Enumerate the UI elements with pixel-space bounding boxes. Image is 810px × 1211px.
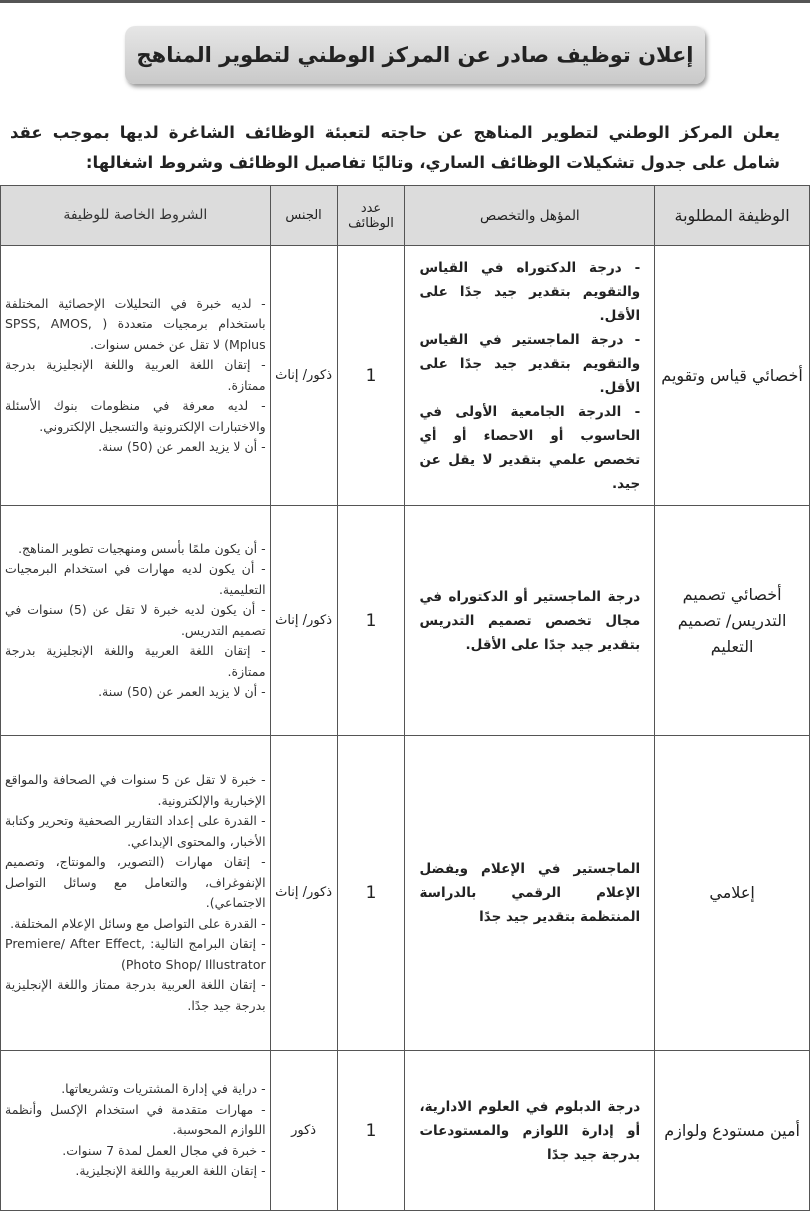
- qualification-cell: الماجستير في الإعلام ويفضل الإعلام الرقم…: [404, 735, 656, 1051]
- condition-line: - أن يكون لديه خبرة لا تقل عن (5) سنوات …: [5, 602, 266, 638]
- gender: ذكور/ إناث: [269, 735, 338, 1051]
- gender: ذكور/ إناث: [269, 505, 338, 736]
- conditions-cell: - أن يكون ملمًا بأسس ومنهجيات تطوير المن…: [0, 505, 271, 736]
- conditions-cell: - خبرة لا تقل عن 5 سنوات في الصحافة والم…: [0, 735, 271, 1051]
- table-row: أخصائي تصميم التدريس/ تصميم التعليم درجة …: [0, 505, 810, 736]
- condition-line: - أن لا يزيد العمر عن (50) سنة.: [98, 684, 266, 699]
- header-gender: الجنس: [269, 185, 338, 246]
- qualification-line: - درجة الدكتوراه في القياس والتقويم بتقد…: [419, 259, 641, 324]
- table-row: إعلامي الماجستير في الإعلام ويفضل الإعلام…: [0, 735, 810, 1051]
- condition-line: - خبرة لا تقل عن 5 سنوات في الصحافة والم…: [5, 772, 266, 808]
- qualification-line: - الدرجة الجامعية الأولى في الحاسوب أو ا…: [419, 403, 641, 492]
- condition-line: - إتقان اللغة العربية واللغة الإنجليزية.: [75, 1163, 266, 1179]
- job-title: أخصائي تصميم التدريس/ تصميم التعليم: [654, 505, 810, 736]
- conditions-cell: - لديه خبرة في التحليلات الإحصائية المخت…: [0, 245, 271, 506]
- vacancy-count: 1: [336, 735, 406, 1051]
- condition-line: - دراية في إدارة المشتريات وتشريعاتها.: [61, 1081, 266, 1097]
- qualification-line: الماجستير في الإعلام ويفضل الإعلام الرقم…: [419, 861, 641, 925]
- condition-line: - أن يكون لديه مهارات في استخدام البرمجي…: [5, 561, 266, 597]
- qualification-line: درجة الدبلوم في العلوم الادارية، أو إدار…: [419, 1098, 641, 1163]
- condition-line: - لديه معرفة في منظومات بنوك الأسئلة وال…: [5, 398, 266, 434]
- condition-line: - إتقان مهارات (التصوير، والمونتاج، وتصم…: [5, 854, 266, 910]
- qualification-cell: درجة الدبلوم في العلوم الادارية، أو إدار…: [404, 1050, 656, 1211]
- qualification-line: درجة الماجستير أو الدكتوراه في مجال تخصص…: [419, 588, 641, 653]
- condition-line: - القدرة على إعداد التقارير الصحفية وتحر…: [5, 813, 266, 849]
- qualification-cell: درجة الماجستير أو الدكتوراه في مجال تخصص…: [404, 505, 656, 736]
- header-qualification: المؤهل والتخصص: [404, 185, 656, 246]
- table-row: أمين مستودع ولوازم درجة الدبلوم في العلوم…: [0, 1050, 810, 1211]
- conditions-cell: - دراية في إدارة المشتريات وتشريعاتها. - …: [0, 1050, 271, 1211]
- header-job: الوظيفة المطلوبة: [654, 185, 810, 246]
- announcement-title: إعلان توظيف صادر عن المركز الوطني لتطوير…: [125, 26, 705, 84]
- vacancy-count: 1: [336, 245, 406, 506]
- table-header-row: الوظيفة المطلوبة المؤهل والتخصص عدد الوظ…: [0, 185, 810, 246]
- job-title: إعلامي: [654, 735, 810, 1051]
- gender: ذكور: [269, 1050, 338, 1211]
- condition-line: - إتقان اللغة العربية واللغة الإنجليزية …: [5, 643, 266, 679]
- condition-line: - خبرة في مجال العمل لمدة 7 سنوات.: [62, 1142, 266, 1158]
- condition-line: - إتقان البرامج التالية: Premiere/ After…: [5, 936, 266, 972]
- condition-line: - إتقان اللغة العربية بدرجة ممتاز واللغة…: [5, 977, 266, 1013]
- top-border: [0, 0, 810, 3]
- condition-line: - القدرة على التواصل مع وسائل الإعلام ال…: [10, 915, 266, 931]
- table-row: أخصائي قياس وتقويم - درجة الدكتوراه في ال…: [0, 245, 810, 506]
- jobs-table: الوظيفة المطلوبة المؤهل والتخصص عدد الوظ…: [0, 185, 810, 1211]
- gender: ذكور/ إناث: [269, 245, 338, 506]
- condition-line: - إتقان اللغة العربية واللغة الإنجليزية …: [5, 357, 266, 393]
- intro-paragraph: يعلن المركز الوطني لتطوير المناهج عن حاج…: [10, 123, 780, 172]
- condition-line: - لديه خبرة في التحليلات الإحصائية المخت…: [5, 295, 266, 352]
- qualification-line: - درجة الماجستير في القياس والتقويم بتقد…: [419, 331, 641, 396]
- condition-line: - أن يكون ملمًا بأسس ومنهجيات تطوير المن…: [18, 540, 266, 556]
- vacancy-count: 1: [336, 505, 406, 736]
- job-title: أمين مستودع ولوازم: [654, 1050, 810, 1211]
- condition-line: - أن لا يزيد العمر عن (50) سنة.: [98, 439, 266, 454]
- header-count: عدد الوظائف: [336, 185, 406, 246]
- header-conditions: الشروط الخاصة للوظيفة: [0, 185, 271, 246]
- job-title: أخصائي قياس وتقويم: [654, 245, 810, 506]
- condition-line: - مهارات متقدمة في استخدام الإكسل وأنظمة…: [5, 1101, 266, 1138]
- vacancy-count: 1: [336, 1050, 406, 1211]
- qualification-cell: - درجة الدكتوراه في القياس والتقويم بتقد…: [404, 245, 656, 506]
